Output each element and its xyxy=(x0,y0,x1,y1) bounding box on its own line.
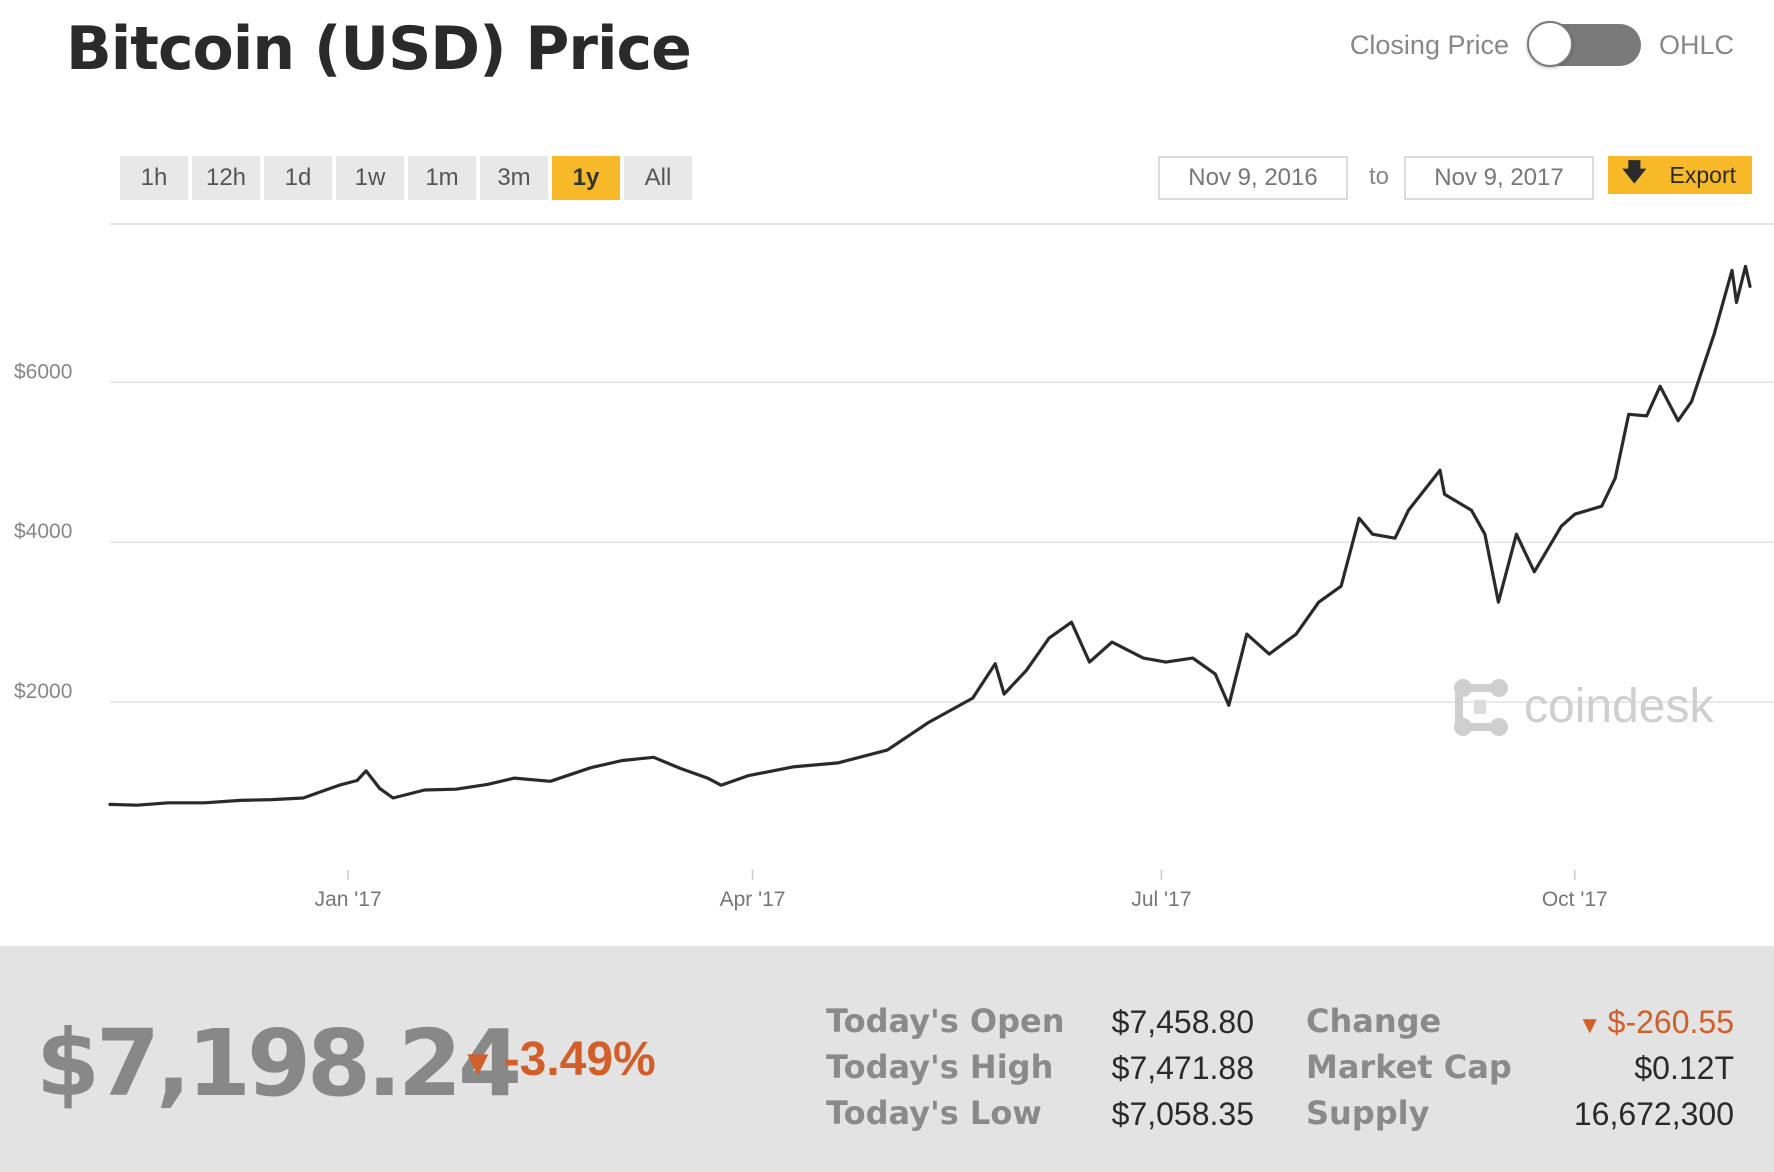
ohlc-label: OHLC xyxy=(1658,29,1734,60)
todays-open-label: Today's Open xyxy=(826,1002,1065,1040)
range-button-group: 1h 12h 1d 1w 1m 3m 1y All xyxy=(120,156,696,200)
supply-label: Supply xyxy=(1306,1094,1430,1132)
x-tick-label: Jul '17 xyxy=(1131,888,1191,911)
change-value-text: $-260.55 xyxy=(1607,1004,1734,1040)
date-range-separator: to xyxy=(1369,163,1390,190)
todays-high-label: Today's High xyxy=(826,1048,1054,1086)
closing-price-label: Closing Price xyxy=(1349,29,1509,60)
range-button-all[interactable]: All xyxy=(624,156,692,200)
summary-panel: $7,198.24 ▼ -3.49% Today's Open $7,458.80… xyxy=(0,946,1774,1172)
range-button-3m[interactable]: 3m xyxy=(480,156,548,200)
todays-open-value: $7,458.80 xyxy=(1111,1004,1254,1040)
chart-mode-toggle-group: Closing Price OHLC xyxy=(1349,21,1734,67)
page-title: Bitcoin (USD) Price xyxy=(66,14,692,84)
x-tick-label: Oct '17 xyxy=(1542,888,1608,911)
range-button-1y[interactable]: 1y xyxy=(552,156,620,200)
chart-grid xyxy=(110,223,1774,703)
chart-mode-toggle[interactable] xyxy=(1526,21,1641,67)
price-chart: $2000 $4000 $6000 Jan '17 Apr '17 Jul '17 Oct … xyxy=(14,223,1774,911)
y-tick-label: $4000 xyxy=(14,520,72,543)
market-cap-value: $0.12T xyxy=(1634,1050,1734,1086)
todays-low-value: $7,058.35 xyxy=(1111,1096,1254,1132)
price-line xyxy=(108,264,1752,807)
chart-series xyxy=(108,264,1752,807)
range-button-12h[interactable]: 12h xyxy=(192,156,260,200)
date-from-field[interactable]: Nov 9, 2016 xyxy=(1158,156,1348,200)
x-tick-label: Apr '17 xyxy=(720,888,786,911)
price-change-percent: ▼ -3.49% xyxy=(460,1032,656,1087)
change-value: ▼ $-260.55 xyxy=(1474,1004,1734,1041)
range-button-1h[interactable]: 1h xyxy=(120,156,188,200)
x-tick-label: Jan '17 xyxy=(315,888,382,911)
chart-axes: $2000 $4000 $6000 Jan '17 Apr '17 Jul '17 Oct … xyxy=(14,360,1608,911)
date-to-field[interactable]: Nov 9, 2017 xyxy=(1404,156,1594,200)
coindesk-wordmark: coindesk xyxy=(1524,680,1714,733)
down-triangle-small-icon: ▼ xyxy=(1577,1012,1602,1039)
todays-low-label: Today's Low xyxy=(826,1094,1042,1132)
y-tick-label: $6000 xyxy=(14,360,72,383)
export-label: Export xyxy=(1669,161,1736,188)
todays-high-value: $7,471.88 xyxy=(1111,1050,1254,1086)
toggle-knob[interactable] xyxy=(1526,21,1573,67)
down-triangle-icon: ▼ xyxy=(460,1042,496,1083)
download-arrow-icon: 🡇 xyxy=(1622,158,1647,186)
range-button-1m[interactable]: 1m xyxy=(408,156,476,200)
market-cap-label: Market Cap xyxy=(1306,1048,1512,1086)
coindesk-logo-icon xyxy=(1454,679,1508,736)
coindesk-watermark: coindesk xyxy=(1454,679,1714,736)
current-price: $7,198.24 xyxy=(36,1010,522,1117)
change-label: Change xyxy=(1306,1002,1442,1040)
price-change-percent-value: -3.49% xyxy=(503,1033,656,1086)
range-button-1d[interactable]: 1d xyxy=(264,156,332,200)
y-tick-label: $2000 xyxy=(14,680,72,703)
range-button-1w[interactable]: 1w xyxy=(336,156,404,200)
supply-value: 16,672,300 xyxy=(1573,1096,1734,1132)
export-button[interactable]: 🡇 Export xyxy=(1608,156,1752,194)
